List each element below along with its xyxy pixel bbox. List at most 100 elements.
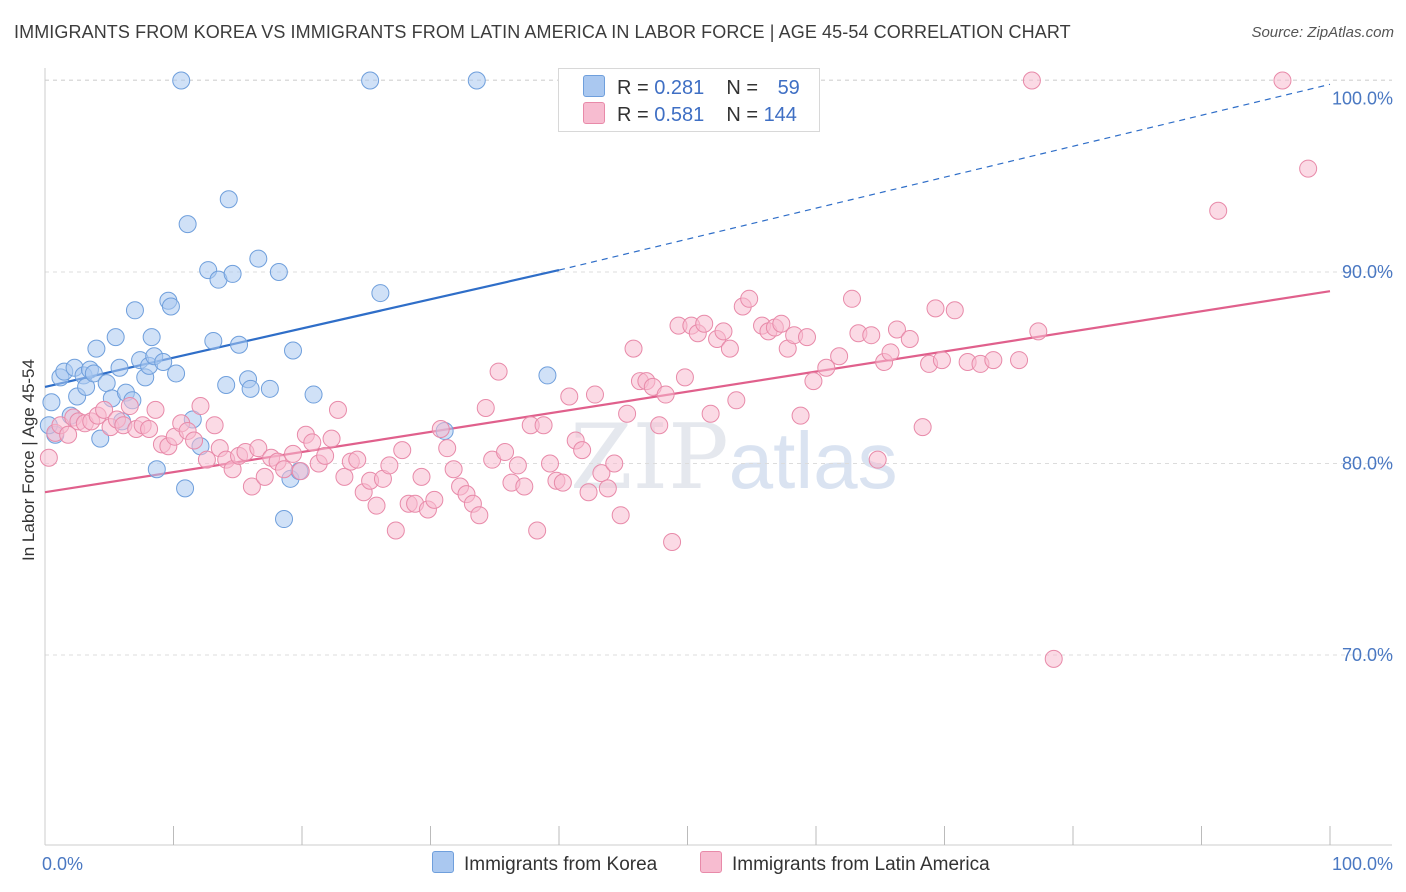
points-layer xyxy=(39,71,1318,668)
point-latin-america xyxy=(592,464,611,483)
legend-n-value: 144 xyxy=(763,104,797,126)
point-latin-america xyxy=(714,322,733,341)
point-korea xyxy=(84,364,103,383)
point-latin-america xyxy=(945,301,964,320)
point-korea xyxy=(42,393,61,412)
point-korea xyxy=(172,71,191,90)
point-latin-america xyxy=(695,314,714,333)
trendline-latin-america xyxy=(44,290,1331,494)
legend-r-value: 0.581 xyxy=(654,104,705,126)
point-latin-america xyxy=(926,299,945,318)
point-korea xyxy=(178,215,197,234)
point-latin-america xyxy=(348,450,367,469)
point-latin-america xyxy=(804,372,823,391)
point-latin-america xyxy=(185,431,204,450)
legend-n-label: N = xyxy=(726,77,764,99)
point-latin-america xyxy=(881,343,900,362)
point-korea xyxy=(176,479,195,498)
bottom-legend-korea: Immigrants from Korea xyxy=(432,851,657,876)
point-latin-america xyxy=(367,496,386,515)
bottom-legend-swatch-korea xyxy=(432,851,454,873)
point-latin-america xyxy=(1022,71,1041,90)
point-latin-america xyxy=(560,387,579,406)
point-latin-america xyxy=(740,289,759,308)
point-korea xyxy=(230,335,249,354)
point-korea xyxy=(147,460,166,479)
point-latin-america xyxy=(913,418,932,437)
point-latin-america xyxy=(476,398,495,417)
point-korea xyxy=(161,297,180,316)
point-korea xyxy=(223,264,242,283)
legend-n-label: N = xyxy=(726,104,764,126)
point-latin-america xyxy=(528,521,547,540)
point-korea xyxy=(167,364,186,383)
point-latin-america xyxy=(191,397,210,416)
grid-layer xyxy=(45,79,1392,656)
point-korea xyxy=(269,263,288,281)
point-latin-america xyxy=(328,400,347,419)
point-latin-america xyxy=(541,454,560,473)
legend-r-value: 0.281 xyxy=(654,77,705,99)
legend-row-latin-america: R = 0.581 N = 144 xyxy=(583,102,797,128)
legend-swatch-latin-america xyxy=(583,102,605,124)
point-latin-america xyxy=(720,339,739,358)
point-korea xyxy=(110,358,129,377)
point-korea xyxy=(125,301,144,320)
point-latin-america xyxy=(303,433,322,452)
point-latin-america xyxy=(624,339,643,358)
point-korea xyxy=(87,339,106,358)
y-tick-label: 70.0% xyxy=(1342,645,1393,665)
point-latin-america xyxy=(380,456,399,475)
point-latin-america xyxy=(868,450,887,469)
point-korea xyxy=(142,328,161,347)
point-latin-america xyxy=(39,448,58,467)
point-latin-america xyxy=(650,416,669,435)
legend-n-value: 59 xyxy=(777,77,800,99)
point-latin-america xyxy=(817,358,836,377)
point-latin-america xyxy=(553,473,572,492)
point-latin-america xyxy=(425,490,444,509)
point-latin-america xyxy=(249,439,268,458)
point-latin-america xyxy=(830,347,849,366)
point-korea xyxy=(275,510,294,529)
point-latin-america xyxy=(675,368,694,387)
bottom-legend-label-korea: Immigrants from Korea xyxy=(464,854,658,875)
label-layer: 70.0% 80.0% 90.0% 100.0% 0.0% 100.0% In Labor … xyxy=(19,89,1393,875)
legend-swatch-korea xyxy=(583,75,605,97)
source-credit: Source: ZipAtlas.com xyxy=(1251,24,1394,41)
trendline-korea-extension xyxy=(558,83,1331,271)
point-latin-america xyxy=(291,462,310,481)
point-latin-america xyxy=(1010,351,1029,370)
point-latin-america xyxy=(242,477,261,496)
point-latin-america xyxy=(579,483,598,502)
point-korea xyxy=(538,366,557,385)
point-latin-america xyxy=(534,416,553,435)
point-korea xyxy=(77,377,96,396)
point-latin-america xyxy=(1029,322,1048,341)
point-latin-america xyxy=(255,467,274,486)
point-latin-america xyxy=(470,506,489,525)
point-latin-america xyxy=(598,479,617,498)
point-latin-america xyxy=(772,314,791,333)
point-latin-america xyxy=(386,521,405,540)
point-latin-america xyxy=(900,330,919,349)
point-latin-america xyxy=(197,450,216,469)
point-korea xyxy=(219,190,238,209)
y-tick-label: 80.0% xyxy=(1342,454,1393,474)
chart-title: IMMIGRANTS FROM KOREA VS IMMIGRANTS FROM… xyxy=(14,22,1071,42)
point-latin-america xyxy=(496,443,515,462)
point-korea xyxy=(217,375,236,394)
point-latin-america xyxy=(1209,201,1228,220)
point-latin-america xyxy=(284,444,303,463)
point-latin-america xyxy=(887,320,906,339)
y-tick-label: 100.0% xyxy=(1332,89,1393,109)
point-korea xyxy=(249,249,268,268)
point-latin-america xyxy=(431,420,450,439)
x-tick-label: 0.0% xyxy=(42,854,83,874)
point-korea xyxy=(241,379,260,398)
trend-layer xyxy=(44,83,1331,494)
point-latin-america xyxy=(701,404,720,423)
point-korea xyxy=(154,353,173,372)
point-latin-america xyxy=(59,425,78,444)
